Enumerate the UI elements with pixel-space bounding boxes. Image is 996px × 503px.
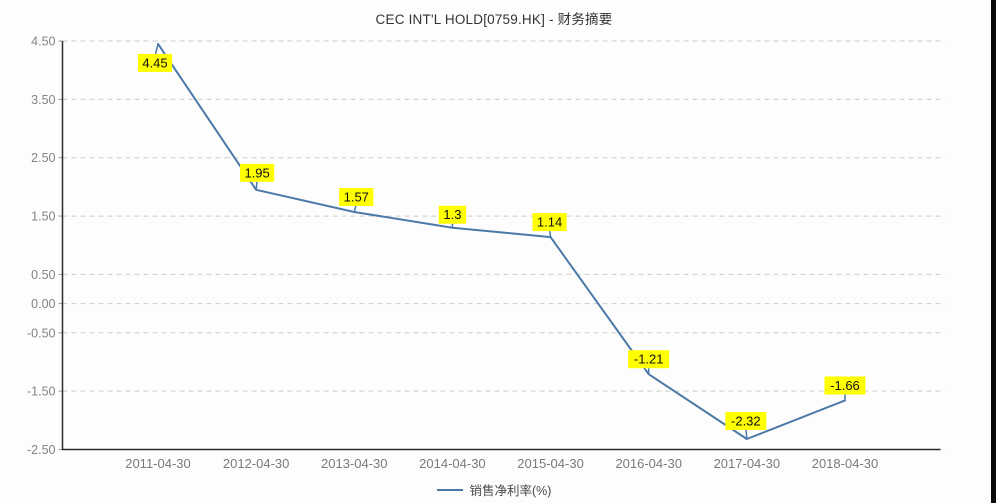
data-point-label [438, 205, 467, 224]
x-axis-label: 2011-04-30 [125, 456, 191, 471]
data-point-label-text: 1.14 [537, 215, 562, 230]
x-axis-label: 2018-04-30 [812, 456, 879, 471]
data-point-label-text: -2.32 [731, 413, 761, 428]
data-point-label [628, 350, 670, 369]
y-axis-tick-label: 1.50 [31, 210, 55, 224]
data-point-label [532, 213, 567, 232]
legend: 销售净利率(%) [0, 480, 988, 499]
legend-line-swatch [436, 488, 463, 491]
legend-label: 销售净利率(%) [469, 484, 552, 498]
x-axis-label: 2012-04-30 [223, 456, 290, 471]
x-axis-label: 2013-04-30 [321, 456, 388, 471]
x-axis-label: 2016-04-30 [615, 456, 682, 471]
x-axis-label: 2014-04-30 [419, 456, 486, 471]
y-axis-tick-label: -1.50 [27, 385, 56, 399]
point-leader [745, 429, 748, 440]
point-leader [353, 205, 357, 213]
data-point-label-text: -1.66 [830, 378, 860, 393]
y-axis-tick-label: 3.50 [31, 93, 55, 107]
x-axis-label: 2017-04-30 [714, 456, 781, 471]
y-axis-tick-label: 0.00 [31, 297, 55, 311]
axis-line [61, 41, 941, 451]
data-point-label [339, 187, 374, 206]
data-point-label [725, 411, 767, 430]
point-leader [154, 43, 159, 55]
series-line [157, 42, 846, 440]
data-point-label-text: 1.95 [244, 165, 269, 180]
y-axis-tick-label: -2.50 [27, 443, 56, 457]
data-point-label-text: 1.3 [443, 207, 461, 222]
screenshot-right-border [991, 0, 996, 503]
data-point-label-text: 1.57 [344, 189, 369, 204]
point-leader [549, 230, 552, 238]
y-axis-tick-label: 0.50 [31, 268, 55, 282]
data-point-label [824, 376, 866, 395]
y-axis-tick-label: 4.50 [31, 35, 55, 49]
data-point-label [240, 163, 275, 182]
data-point-label [137, 53, 173, 72]
chart-title: CEC INT'L HOLD[0759.HK] - 财务摘要 [375, 12, 613, 27]
y-axis-tick-label: 2.50 [31, 151, 55, 165]
data-point-label-text: -1.21 [634, 352, 664, 367]
x-axis-label: 2015-04-30 [517, 456, 584, 471]
data-point-label-text: 4.45 [142, 55, 167, 70]
y-axis-tick-label: -0.50 [27, 326, 56, 340]
point-leader [255, 181, 258, 190]
